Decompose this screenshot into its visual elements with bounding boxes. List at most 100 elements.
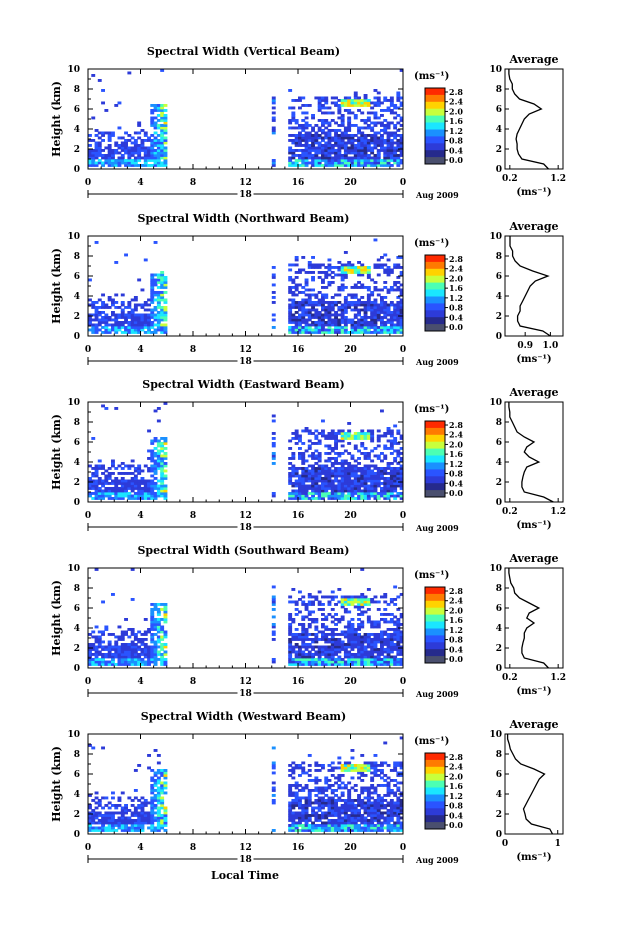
heatmap-cell [399,613,403,616]
heatmap-cell [133,494,138,498]
heatmap-cell [307,593,312,596]
heatmap-cell [301,811,306,815]
heatmap-cell [324,489,329,493]
heatmap-cell [288,321,293,324]
heatmap-cell [389,331,394,334]
heatmap-cell [304,126,309,130]
date-label: Aug 2009 [415,357,459,367]
average-y-tick-label: 2 [496,145,502,155]
heatmap-cell [137,318,142,322]
heatmap-cell [156,296,161,299]
colorbar-segment [425,303,445,311]
heatmap-cell [156,154,161,157]
heatmap-cell [363,311,368,314]
heatmap-cell [373,454,378,458]
heatmap-cell [97,821,102,825]
heatmap-cell [288,801,293,805]
heatmap-cell [160,608,165,611]
heatmap-cell [120,816,125,820]
heatmap-cell [101,806,105,810]
heatmap-cell [150,640,155,644]
heatmap-cell [124,161,128,165]
heatmap-cell [399,497,403,500]
heatmap-cell [156,799,161,802]
heatmap-cell [301,154,306,157]
heatmap-cell [160,479,165,483]
heatmap-cell [324,650,329,654]
x-tick-label: 8 [190,178,196,188]
heatmap-cell [156,821,161,825]
heatmap-cell [301,595,306,599]
heatmap-cell [357,298,361,302]
heatmap-cell [153,618,158,621]
heatmap-cell [324,494,329,498]
heatmap-cell [288,457,293,460]
heatmap-cell [321,492,325,495]
heatmap-cell [357,323,361,327]
heatmap-cell [347,796,352,800]
heatmap-cell [357,474,361,478]
heatmap-cell [340,477,345,480]
heatmap-cell [307,497,312,500]
colorbar-tick-label: 0.0 [449,488,463,498]
heatmap-cell [156,801,161,805]
heatmap-cell [304,615,309,619]
heatmap-cell [360,764,365,767]
heatmap-cell [363,479,368,483]
heatmap-cell [160,826,165,830]
x-tick-label: 8 [190,677,196,687]
heatmap-cell [307,151,312,155]
heatmap-cell [140,323,145,327]
heatmap-cell [298,487,302,490]
heatmap-cell [133,492,138,495]
heatmap-cell [304,784,309,787]
heatmap-cell [294,161,299,165]
heatmap-cell [343,308,348,312]
heatmap-cell [376,439,381,443]
heatmap-cell [363,126,368,130]
heatmap-cell [383,331,388,334]
heatmap-cell [143,159,148,162]
heatmap-cell [393,283,398,287]
heatmap-cell [347,126,352,130]
heatmap-cell [124,804,128,807]
heatmap-cell [160,278,165,282]
heatmap-cell [130,151,135,155]
heatmap-cell [163,402,168,405]
heatmap-cell [389,134,394,137]
heatmap-cell [370,474,375,478]
heatmap-cell [124,650,128,654]
heatmap-cell [291,161,296,165]
heatmap-cell [133,829,138,832]
heatmap-cell [330,328,335,332]
heatmap-cell [304,648,309,651]
heatmap-cell [124,809,128,812]
heatmap-cell [111,313,115,317]
heatmap-cell [389,439,394,443]
heatmap-cell [321,321,325,324]
heatmap-cell [363,144,368,147]
heatmap-cell [104,804,109,807]
heatmap-cell [334,321,338,324]
average-y-tick-label: 8 [496,584,502,594]
heatmap-cell [324,484,329,488]
heatmap-cell [396,633,401,636]
heatmap-cell [340,819,345,822]
heatmap-cell [324,628,329,631]
heatmap-cell [307,653,312,656]
heatmap-cell [327,328,332,332]
heatmap-cell [307,779,312,782]
heatmap-cell [156,156,161,160]
heatmap-cell [357,650,361,654]
heatmap-cell [137,331,142,334]
heatmap-cell [117,472,122,475]
heatmap-cell [317,824,322,827]
heatmap-cell [147,645,151,649]
heatmap-cell [321,824,325,827]
heatmap-cell [389,111,394,115]
heatmap-cell [156,826,161,830]
heatmap-cell [383,281,388,284]
heatmap-cell [163,613,168,616]
heatmap-cell [301,164,306,167]
heatmap-cell [324,273,329,277]
